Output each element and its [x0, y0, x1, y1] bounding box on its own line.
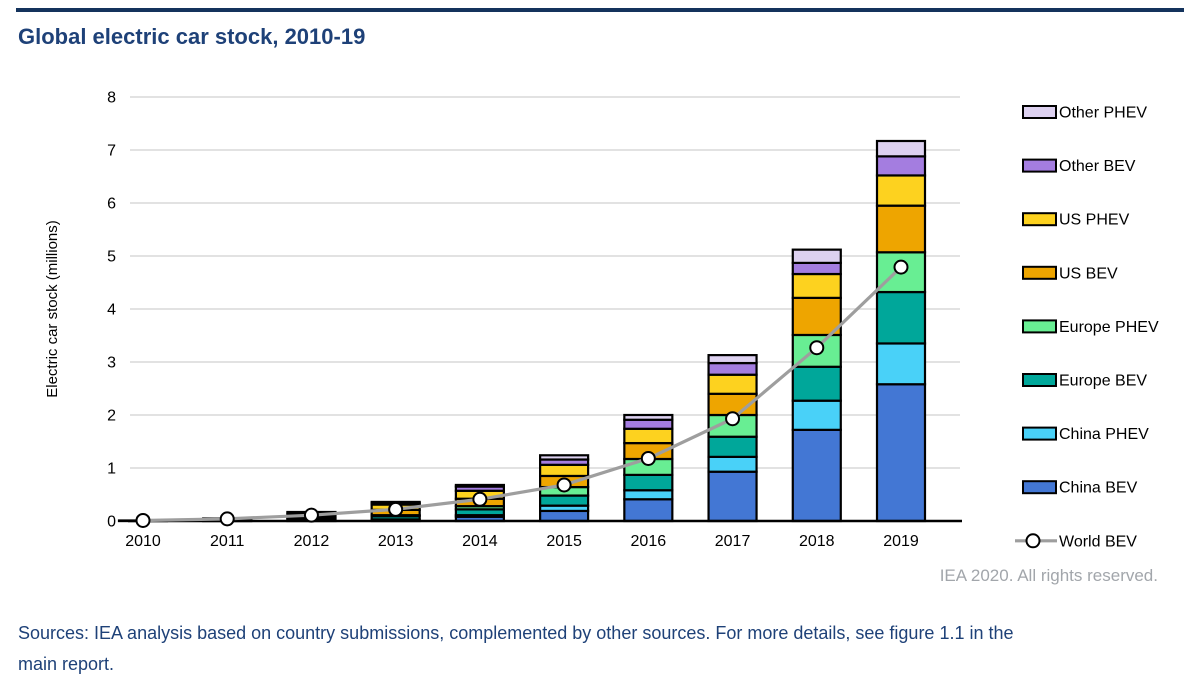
bar-segment-us-phev [539, 463, 590, 478]
bar-segment-europe-bev [875, 290, 927, 345]
bar-segment-other-phev [454, 483, 505, 488]
bar-segment-other-phev [539, 454, 590, 461]
legend-label: Europe BEV [1059, 373, 1147, 390]
bar-segment-us-phev [791, 272, 842, 299]
y-tick-label: 3 [107, 355, 116, 372]
y-axis-title: Electric car stock (millions) [44, 220, 61, 398]
legend-label: Other BEV [1059, 158, 1136, 175]
bar-segment-us-bev [791, 296, 842, 337]
chart-title: Global electric car stock, 2010-19 [18, 24, 366, 49]
y-tick-label: 1 [107, 461, 116, 478]
legend-world-bev-marker-icon [1025, 533, 1041, 549]
x-tick-label: 2010 [125, 533, 161, 550]
bar-segment-us-phev [875, 174, 927, 207]
bar-segment-europe-bev [623, 473, 674, 492]
y-tick-label: 0 [107, 514, 116, 531]
world-bev-line [142, 265, 903, 523]
y-tick-label: 4 [107, 302, 116, 319]
bar-segment-other-bev [875, 155, 927, 177]
bar-segment-other-bev [791, 261, 842, 276]
bar-segment-europe-bev [539, 494, 590, 507]
legend-swatch-europe-phev [1022, 319, 1057, 334]
x-tick-label: 2017 [715, 533, 751, 550]
legend-label: US PHEV [1059, 212, 1130, 229]
legend-swatch-other-bev [1022, 158, 1057, 173]
bar-segment-china-bev [623, 498, 674, 523]
legend-swatch-china-bev [1022, 480, 1057, 495]
legend-label: Other PHEV [1059, 105, 1147, 122]
bar-segment-china-phev [791, 399, 842, 431]
world-bev-marker [135, 512, 151, 528]
legend-swatch-europe-bev [1022, 373, 1057, 387]
legend-swatch-us-phev [1022, 212, 1057, 227]
world-bev-marker [893, 259, 909, 275]
legend-label: World BEV [1059, 533, 1137, 550]
x-tick-label: 2013 [378, 533, 414, 550]
legend-label: China BEV [1059, 480, 1138, 497]
x-tick-label: 2018 [799, 533, 835, 550]
y-tick-label: 6 [107, 196, 116, 213]
sources-note: Sources: IEA analysis based on country s… [18, 623, 1014, 674]
top-rule [16, 8, 1184, 12]
y-tick-label: 8 [107, 90, 116, 107]
attribution-text: IEA 2020. All rights reserved. [939, 566, 1158, 585]
bar-segment-other-phev [791, 248, 842, 264]
world-bev-marker [472, 491, 488, 507]
bar-segment-europe-bev [791, 365, 842, 402]
x-tick-label: 2011 [210, 533, 245, 550]
bar-segment-other-bev [707, 361, 758, 376]
legend-swatch-other-phev [1022, 105, 1057, 119]
bar-segment-other-phev [875, 139, 927, 158]
bar-segment-other-phev [707, 354, 758, 365]
y-tick-label: 7 [107, 143, 116, 160]
bar-segment-other-bev [623, 418, 674, 430]
x-tick-label: 2015 [546, 533, 582, 550]
x-tick-label: 2014 [462, 533, 498, 550]
world-bev-marker [388, 501, 404, 517]
y-tick-label: 2 [107, 408, 116, 425]
legend-swatch-us-bev [1022, 265, 1057, 280]
bar-segment-china-bev [791, 428, 842, 523]
bar-segment-other-phev [623, 413, 674, 421]
x-tick-label: 2016 [631, 533, 667, 550]
legend-label: US BEV [1059, 265, 1118, 282]
bar-segment-us-bev [875, 204, 927, 254]
bar-segment-china-phev [707, 455, 758, 473]
x-tick-label: 2012 [294, 533, 330, 550]
legend-label: Europe PHEV [1059, 319, 1159, 336]
bar-segment-china-phev [875, 342, 927, 386]
legend-swatch-china-phev [1022, 426, 1057, 441]
bar-segment-china-bev [875, 383, 927, 523]
bar-segment-europe-bev [707, 435, 758, 458]
world-bev-marker [556, 477, 572, 493]
world-bev-marker [640, 450, 656, 466]
y-tick-label: 5 [107, 249, 116, 266]
legend-label: China PHEV [1059, 426, 1149, 443]
bar-segment-china-phev [623, 489, 674, 501]
bar-segment-us-phev [623, 427, 674, 445]
bar-segment-us-phev [707, 373, 758, 395]
world-bev-marker [303, 507, 319, 523]
bar-segment-china-bev [707, 470, 758, 523]
world-bev-marker [725, 411, 741, 427]
bar-segment-china-bev [539, 509, 590, 523]
x-tick-label: 2019 [883, 533, 919, 550]
world-bev-marker [219, 511, 235, 527]
world-bev-marker [809, 340, 825, 356]
